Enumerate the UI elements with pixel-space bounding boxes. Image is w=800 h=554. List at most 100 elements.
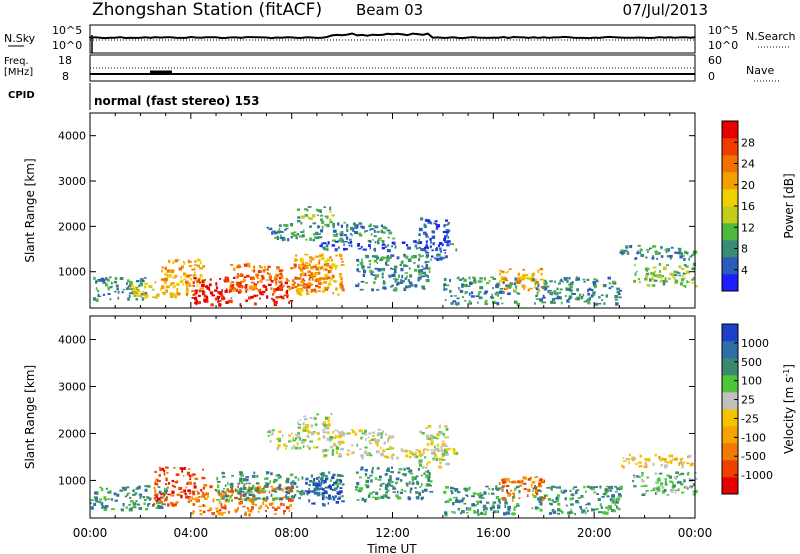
range-gate-cell xyxy=(443,277,447,282)
range-gate-cell xyxy=(586,485,590,488)
range-gate-cell xyxy=(377,432,381,436)
range-gate-cell xyxy=(659,275,663,279)
range-gate-cell xyxy=(96,279,100,283)
range-gate-cell xyxy=(391,241,395,245)
range-gate-cell xyxy=(338,442,342,446)
range-gate-cell xyxy=(308,499,311,503)
range-gate-cell xyxy=(288,440,292,443)
range-gate-cell xyxy=(532,489,534,492)
range-gate-cell xyxy=(597,302,602,305)
range-gate-cell xyxy=(566,277,569,280)
range-gate-cell xyxy=(540,496,543,500)
range-gate-cell xyxy=(409,472,413,475)
colorbar-tick-label: 20 xyxy=(741,179,755,192)
range-gate-cell xyxy=(416,491,421,494)
range-gate-cell xyxy=(424,456,427,459)
range-gate-cell xyxy=(502,281,505,285)
range-gate-cell xyxy=(248,513,251,517)
range-gate-cell xyxy=(125,287,129,291)
range-gate-cell xyxy=(193,267,196,270)
range-gate-cell xyxy=(294,446,299,450)
range-gate-cell xyxy=(186,481,191,484)
range-gate-cell xyxy=(501,302,504,305)
range-gate-cell xyxy=(538,483,542,487)
range-gate-cell xyxy=(135,286,139,289)
range-gate-cell xyxy=(334,495,337,498)
range-gate-cell xyxy=(444,235,447,239)
range-gate-cell xyxy=(298,208,300,211)
range-gate-cell xyxy=(631,456,636,459)
range-gate-cell xyxy=(456,499,461,504)
range-gate-cell xyxy=(550,487,553,491)
range-gate-cell xyxy=(235,288,239,292)
range-gate-cell xyxy=(216,499,220,501)
range-gate-cell xyxy=(575,500,579,504)
range-gate-cell xyxy=(326,217,329,220)
range-gate-cell xyxy=(670,489,674,493)
range-gate-cell xyxy=(653,274,658,277)
range-gate-cell xyxy=(673,277,676,280)
range-gate-cell xyxy=(285,480,290,484)
range-gate-cell xyxy=(334,248,338,252)
range-gate-cell xyxy=(221,296,224,300)
range-gate-cell xyxy=(166,269,170,273)
range-gate-cell xyxy=(432,458,434,461)
range-gate-cell xyxy=(378,488,381,491)
range-gate-cell xyxy=(101,505,105,509)
range-gate-cell xyxy=(248,296,252,300)
range-gate-cell xyxy=(305,477,309,481)
range-gate-cell xyxy=(323,248,328,251)
colorbar-swatch xyxy=(722,460,738,478)
range-gate-cell xyxy=(245,290,248,293)
range-gate-cell xyxy=(373,248,376,251)
range-gate-cell xyxy=(437,432,441,436)
range-gate-cell xyxy=(470,295,475,298)
range-gate-cell xyxy=(644,461,648,466)
range-gate-cell xyxy=(311,257,315,261)
range-gate-cell xyxy=(426,448,429,451)
range-gate-cell xyxy=(358,429,362,433)
range-gate-cell xyxy=(680,482,684,486)
range-gate-cell xyxy=(136,503,141,506)
range-gate-cell xyxy=(312,238,315,241)
range-gate-cell xyxy=(304,261,307,264)
range-gate-cell xyxy=(492,278,497,280)
range-gate-cell xyxy=(338,274,342,277)
range-gate-cell xyxy=(467,303,469,306)
range-gate-cell xyxy=(144,499,147,501)
range-gate-cell xyxy=(377,478,382,481)
range-gate-cell xyxy=(476,500,481,503)
range-gate-cell xyxy=(394,265,398,269)
range-gate-cell xyxy=(443,490,447,494)
range-gate-cell xyxy=(172,293,175,296)
range-gate-cell xyxy=(453,511,456,514)
range-gate-cell xyxy=(143,502,146,506)
range-gate-cell xyxy=(486,501,490,504)
range-gate-cell xyxy=(488,279,491,282)
range-gate-cell xyxy=(234,496,238,500)
range-gate-cell xyxy=(356,264,359,266)
range-gate-cell xyxy=(297,219,301,223)
range-gate-cell xyxy=(672,484,676,488)
range-gate-cell xyxy=(96,289,100,293)
range-gate-cell xyxy=(575,277,578,281)
range-gate-cell xyxy=(265,483,270,486)
range-gate-cell xyxy=(397,496,402,500)
range-gate-cell xyxy=(269,433,273,436)
range-gate-cell xyxy=(563,489,568,493)
range-gate-cell xyxy=(616,290,620,294)
range-gate-cell xyxy=(335,287,338,291)
range-gate-cell xyxy=(687,455,690,458)
range-gate-cell xyxy=(478,290,482,293)
range-gate-cell xyxy=(207,495,210,498)
range-gate-cell xyxy=(499,288,504,290)
y-axis-label: Slant Range [km] xyxy=(23,365,37,469)
range-gate-cell xyxy=(160,492,163,496)
range-gate-cell xyxy=(380,495,385,499)
range-gate-cell xyxy=(524,476,527,480)
range-gate-cell xyxy=(176,288,178,291)
range-gate-cell xyxy=(455,248,458,252)
range-gate-cell xyxy=(245,476,250,478)
range-gate-cell xyxy=(268,228,273,231)
range-gate-cell xyxy=(589,486,593,490)
